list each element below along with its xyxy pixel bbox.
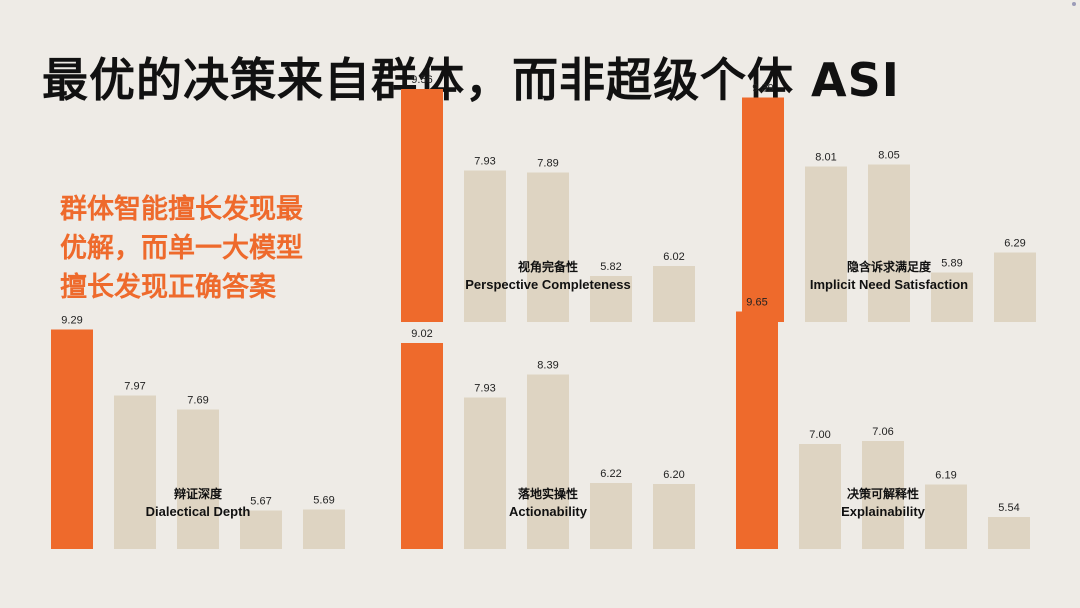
bar — [114, 395, 156, 549]
chart-perspective-completeness: 9.56 7.93 7.89 5.82 6.02 视角完备性 Perspective Com… — [401, 74, 696, 322]
bar — [527, 172, 569, 322]
bar-value-label: 5.89 — [941, 258, 962, 270]
bar-value-label: 9.29 — [61, 315, 82, 327]
bar-highlight — [51, 329, 93, 549]
bar-value-label: 8.05 — [878, 150, 899, 162]
bar-value-label: 9.56 — [411, 74, 432, 86]
bar-value-label: 5.82 — [600, 261, 621, 273]
bar — [868, 164, 910, 322]
bar-chart-svg: 9.65 7.00 7.06 6.19 5.54 决策可解释性 Explainability — [736, 297, 1030, 549]
bar — [590, 276, 632, 322]
bar — [862, 441, 904, 549]
bar-highlight — [401, 89, 443, 322]
bar — [925, 484, 967, 549]
bar-value-label: 7.06 — [872, 426, 893, 438]
bar-value-label: 5.54 — [998, 502, 1019, 514]
bar-chart-svg: 9.39 8.01 8.05 5.89 6.29 隐含诉求满足度 Implicit Need… — [742, 83, 1036, 322]
bar-value-label: 8.39 — [537, 360, 558, 372]
chart-label-en: Implicit Need Satisfaction — [810, 277, 968, 292]
chart-label-zh: 落地实操性 — [518, 486, 578, 501]
bar-chart-svg: 9.29 7.97 7.69 5.67 5.69 辩证深度 Dialectical Dept… — [51, 315, 345, 549]
chart-actionability: 9.02 7.93 8.39 6.22 6.20 落地实操性 Actionability — [401, 328, 696, 549]
bar — [177, 409, 219, 549]
side-note-line: 擅长发现正确答案 — [60, 272, 276, 303]
bar-value-label: 9.65 — [746, 297, 767, 309]
bar-highlight — [736, 311, 778, 549]
chart-label-zh: 辩证深度 — [174, 486, 223, 501]
chart-label-zh: 视角完备性 — [518, 259, 578, 274]
chart-label-en: Explainability — [841, 504, 926, 519]
bar-chart-svg: 9.02 7.93 8.39 6.22 6.20 落地实操性 Actionability — [401, 328, 695, 549]
bar-value-label: 7.00 — [809, 429, 830, 441]
corner-dot — [1072, 2, 1076, 6]
bar-value-label: 6.20 — [663, 469, 684, 481]
bar — [988, 517, 1030, 549]
bar — [994, 252, 1036, 322]
bar-value-label: 6.22 — [600, 468, 621, 480]
bar-highlight — [401, 343, 443, 549]
bar — [653, 484, 695, 549]
chart-label-en: Actionability — [509, 504, 588, 519]
chart-explainability: 9.65 7.00 7.06 6.19 5.54 决策可解释性 Explainability — [736, 297, 1031, 549]
bar-value-label: 7.69 — [187, 395, 208, 407]
bar — [931, 272, 973, 322]
bar — [805, 166, 847, 322]
chart-label-en: Perspective Completeness — [465, 277, 630, 292]
bar-value-label: 9.39 — [752, 83, 773, 95]
bar-value-label: 6.29 — [1004, 238, 1025, 250]
bar — [240, 510, 282, 549]
bar — [464, 170, 506, 322]
bar-value-label: 9.02 — [411, 328, 432, 340]
bar-value-label: 6.02 — [663, 251, 684, 263]
bar — [303, 509, 345, 549]
bar — [464, 397, 506, 549]
bar-value-label: 5.69 — [313, 495, 334, 507]
bar-value-label: 7.93 — [474, 156, 495, 168]
chart-dialectical-depth: 9.29 7.97 7.69 5.67 5.69 辩证深度 Dialectical Dept… — [51, 315, 346, 549]
bar-value-label: 8.01 — [815, 152, 836, 164]
side-note-line: 群体智能擅长发现最 — [60, 194, 303, 225]
bar — [590, 483, 632, 549]
chart-implicit-need-satisfaction: 9.39 8.01 8.05 5.89 6.29 隐含诉求满足度 Implicit Need… — [742, 83, 1037, 322]
bar — [799, 444, 841, 549]
bar-value-label: 7.97 — [124, 381, 145, 393]
bar-value-label: 6.19 — [935, 470, 956, 482]
bar — [527, 374, 569, 549]
bar-highlight — [742, 97, 784, 322]
bar — [653, 266, 695, 322]
chart-label-zh: 隐含诉求满足度 — [847, 259, 932, 274]
side-note: 群体智能擅长发现最 优解，而单一大模型 擅长发现正确答案 — [60, 190, 330, 307]
chart-label-zh: 决策可解释性 — [847, 486, 919, 501]
bar-value-label: 5.67 — [250, 496, 271, 508]
side-note-line: 优解，而单一大模型 — [60, 233, 303, 264]
bar-chart-svg: 9.56 7.93 7.89 5.82 6.02 视角完备性 Perspective Com… — [401, 74, 695, 322]
bar-value-label: 7.89 — [537, 158, 558, 170]
chart-label-en: Dialectical Depth — [146, 504, 251, 519]
bar-value-label: 7.93 — [474, 383, 495, 395]
